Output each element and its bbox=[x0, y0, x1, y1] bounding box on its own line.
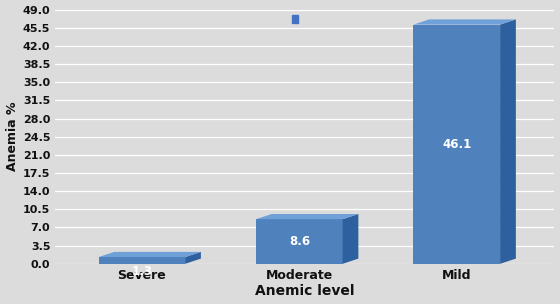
Polygon shape bbox=[413, 19, 516, 25]
Text: 8.6: 8.6 bbox=[289, 235, 310, 248]
Bar bbox=[256, 219, 343, 264]
X-axis label: Anemic level: Anemic level bbox=[255, 285, 354, 299]
Polygon shape bbox=[185, 252, 201, 264]
Bar bbox=[413, 25, 500, 264]
Text: 46.1: 46.1 bbox=[442, 138, 472, 151]
Bar bbox=[99, 257, 185, 264]
Text: 1.3: 1.3 bbox=[132, 265, 152, 278]
Polygon shape bbox=[500, 19, 516, 264]
Polygon shape bbox=[256, 214, 358, 219]
Legend:  bbox=[292, 14, 298, 24]
Polygon shape bbox=[99, 252, 201, 257]
Polygon shape bbox=[343, 214, 358, 264]
Y-axis label: Anemia %: Anemia % bbox=[6, 102, 18, 171]
